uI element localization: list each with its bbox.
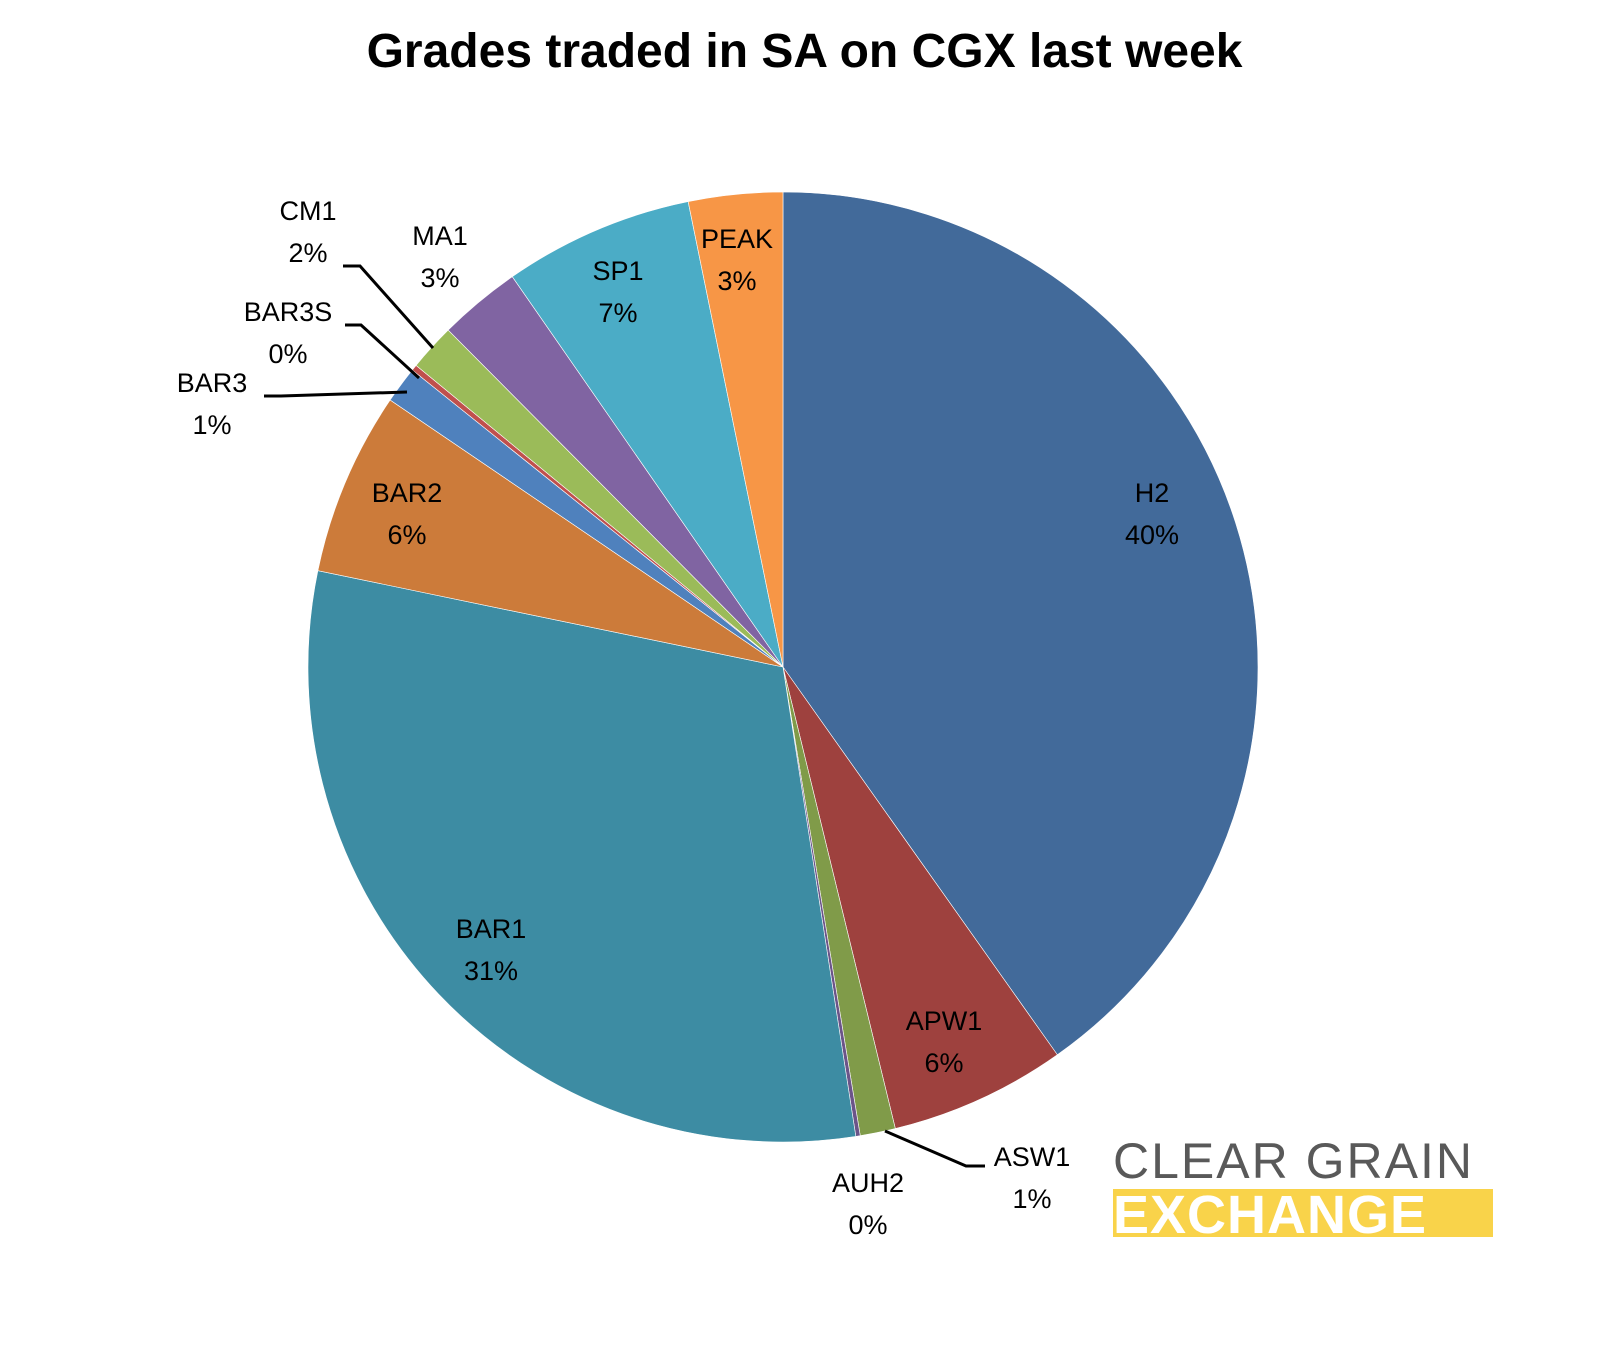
leader-lines	[264, 264, 985, 1168]
pie-slice-h2	[782, 191, 1259, 1056]
label-bar1: BAR1 31%	[456, 914, 527, 986]
label-apw1: APW1 6%	[906, 1006, 983, 1078]
label-bar2: BAR2 6%	[372, 478, 443, 550]
pie-slices	[307, 191, 1259, 1143]
leader-line-asw1	[884, 1129, 985, 1168]
pie-slice-apw1	[782, 666, 1058, 1129]
pie-slice-sp1	[511, 201, 784, 668]
label-peak: PEAK 3%	[701, 224, 773, 296]
clear-grain-exchange-logo: CLEAR GRAIN EXCHANGE	[1113, 1136, 1493, 1237]
label-cm1: CM1 2%	[279, 196, 336, 268]
label-sp1: SP1 7%	[592, 256, 643, 328]
label-ma1: MA1 3%	[412, 221, 468, 293]
label-bar3: BAR3 1%	[177, 368, 248, 440]
logo-line2: EXCHANGE	[1113, 1189, 1493, 1237]
chart-title: Grades traded in SA on CGX last week	[366, 25, 1243, 78]
data-labels: H2 40% APW1 6% ASW1 1% AUH2 0% BAR1 31% BAR2 6…	[177, 196, 1179, 1240]
label-bar3s: BAR3S 0%	[244, 297, 333, 369]
leader-line-bar3	[264, 390, 408, 398]
pie-slice-bar1	[307, 570, 857, 1143]
label-asw1: ASW1 1%	[994, 1142, 1071, 1214]
leader-line-cm1	[343, 264, 435, 349]
label-h2: H2 40%	[1125, 478, 1179, 550]
pie-slice-peak	[687, 191, 784, 668]
leader-line-bar3s	[345, 323, 421, 380]
pie-slice-bar2	[317, 399, 784, 668]
logo-line1: CLEAR GRAIN	[1113, 1133, 1474, 1189]
label-auh2: AUH2 0%	[832, 1168, 904, 1240]
